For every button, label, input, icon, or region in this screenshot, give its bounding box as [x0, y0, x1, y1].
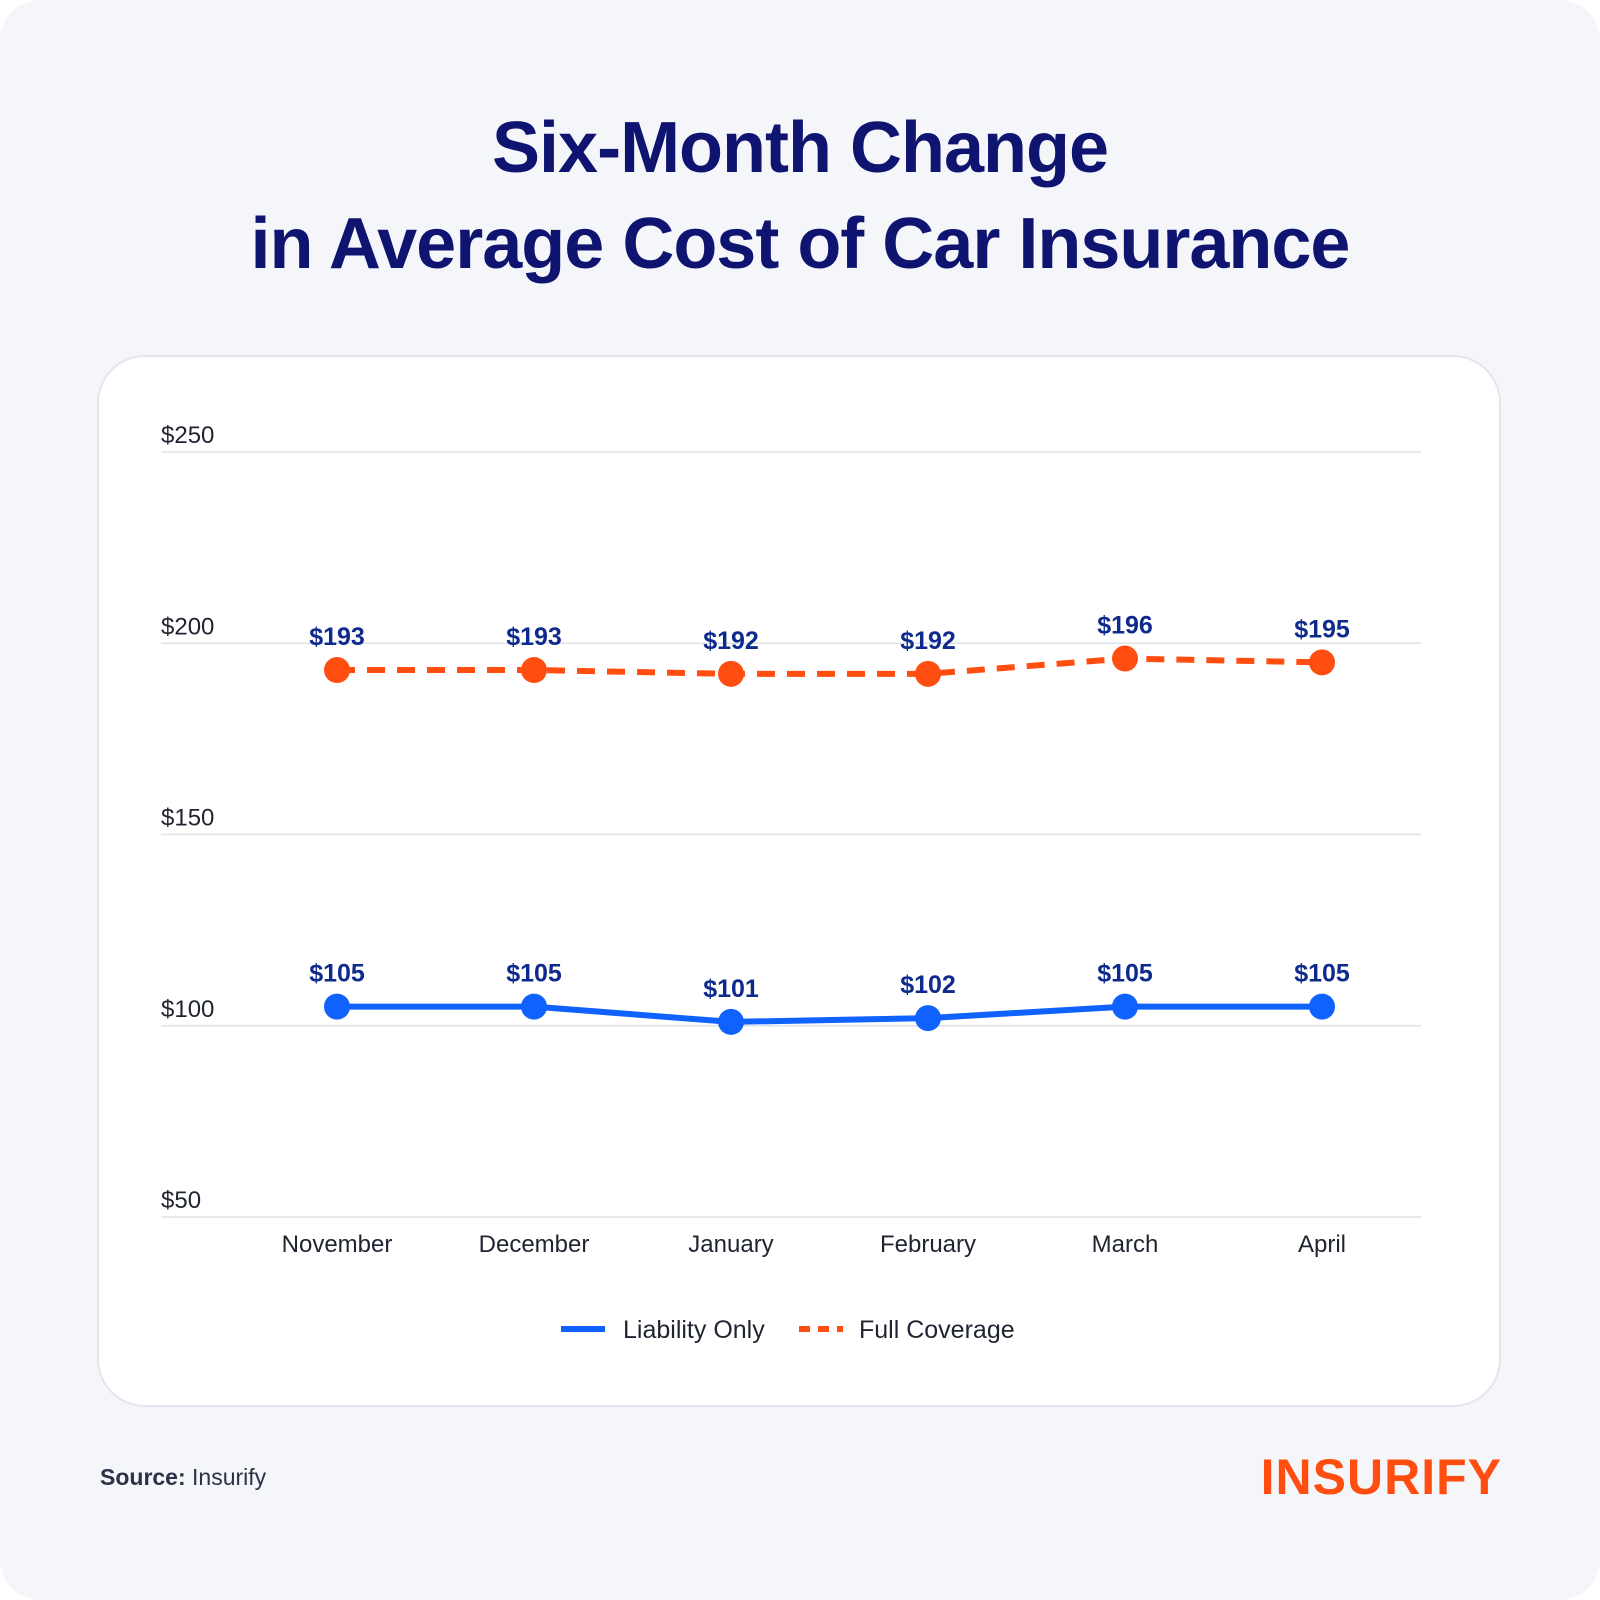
source-label: Source: — [100, 1464, 186, 1490]
data-label: $193 — [506, 623, 562, 651]
insurify-logo: INSURIFY — [1260, 1449, 1502, 1505]
data-label: $105 — [1294, 960, 1350, 988]
data-label: $195 — [1294, 615, 1350, 643]
legend-label: Full Coverage — [859, 1316, 1015, 1344]
data-point — [1112, 645, 1138, 672]
data-label: $105 — [506, 960, 562, 988]
data-point — [521, 657, 547, 684]
data-point — [324, 657, 350, 684]
chart-card: $250 $200 $150 $100 $50 November December Janua… — [97, 355, 1501, 1407]
data-label: $192 — [703, 627, 759, 655]
x-tick-label: December — [479, 1231, 590, 1258]
chart-title: Six-Month Change in Average Cost of Car … — [0, 100, 1600, 292]
data-label: $193 — [309, 623, 365, 651]
y-tick-label: $200 — [161, 613, 214, 640]
data-label: $192 — [900, 627, 956, 655]
data-label: $196 — [1097, 612, 1153, 640]
data-label: $102 — [900, 971, 956, 999]
data-label: $105 — [309, 960, 365, 988]
source-value: Insurify — [192, 1464, 267, 1490]
y-tick-label: $250 — [161, 422, 214, 449]
data-point — [324, 993, 350, 1020]
x-tick-label: February — [880, 1231, 976, 1258]
x-tick-label: April — [1298, 1231, 1346, 1258]
y-tick-label: $150 — [161, 805, 214, 832]
title-line-2: in Average Cost of Car Insurance — [250, 204, 1351, 284]
data-label: $105 — [1097, 960, 1153, 988]
x-tick-label: January — [688, 1231, 773, 1258]
source-note: Source: Insurify — [100, 1464, 266, 1491]
data-label: $101 — [703, 975, 759, 1003]
y-tick-label: $50 — [161, 1187, 201, 1214]
data-point — [718, 660, 744, 687]
data-point — [915, 660, 941, 687]
legend-label: Liability Only — [623, 1316, 765, 1344]
data-point — [718, 1008, 744, 1035]
series-line-0 — [337, 1003, 1322, 1025]
y-tick-label: $100 — [161, 996, 214, 1023]
x-tick-label: November — [282, 1231, 393, 1258]
data-point — [915, 1005, 941, 1032]
data-point — [1309, 993, 1335, 1020]
data-point — [1112, 993, 1138, 1020]
data-point — [521, 993, 547, 1020]
line-chart: $250 $200 $150 $100 $50 November December Janua… — [161, 422, 1421, 1344]
title-line-1: Six-Month Change — [492, 108, 1109, 188]
series-line-1 — [337, 655, 1323, 677]
data-point — [1309, 649, 1335, 676]
x-tick-label: March — [1092, 1231, 1159, 1258]
